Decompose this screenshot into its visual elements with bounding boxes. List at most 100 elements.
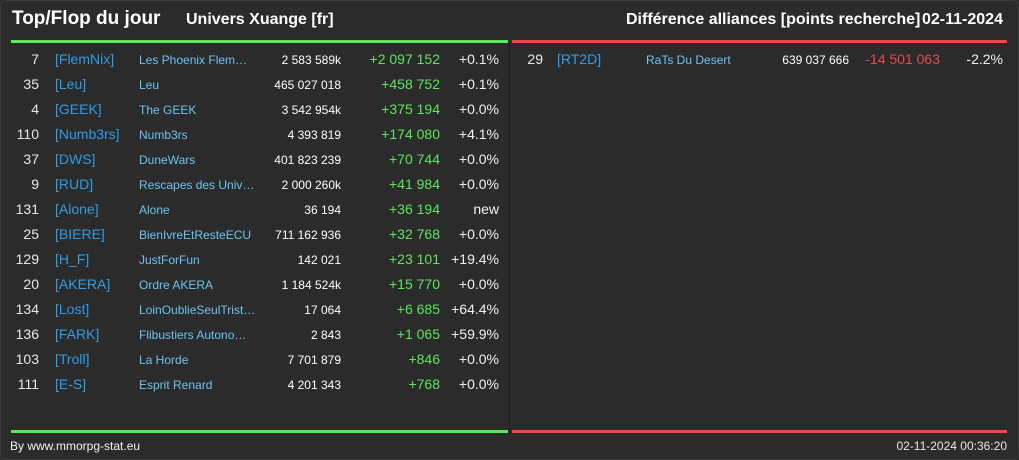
- alliance-rank: 134: [15, 301, 39, 317]
- alliance-percent: +19.4%: [451, 251, 499, 267]
- top-accent-bar: [11, 40, 508, 43]
- panel-divider: [509, 43, 510, 433]
- alliance-points: 2 583 589k: [281, 53, 341, 67]
- alliance-name-link[interactable]: Numb3rs: [139, 128, 188, 142]
- alliance-diff: +174 080: [381, 126, 440, 142]
- page-title: Top/Flop du jour: [12, 8, 161, 29]
- alliance-diff: +32 768: [389, 226, 440, 242]
- alliance-rank: 37: [23, 151, 39, 167]
- alliance-row: 9 [RUD] Rescapes des Univ… 2 000 260k +41 98…: [0, 172, 509, 197]
- alliance-rank: 103: [15, 351, 39, 367]
- alliance-rank: 129: [15, 251, 39, 267]
- alliance-percent: +0.0%: [458, 226, 499, 242]
- alliance-diff: +2 097 152: [369, 51, 440, 67]
- alliance-tag-link[interactable]: [Lost]: [55, 301, 90, 317]
- alliance-row: 103 [Troll] La Horde 7 701 879 +846 +0.0%: [0, 347, 509, 372]
- alliance-row: 29 [RT2D] RaTs Du Desert 639 037 666 -14 501…: [510, 47, 1019, 72]
- alliance-points: 142 021: [297, 253, 341, 267]
- alliance-points: 4 393 819: [287, 128, 341, 142]
- alliance-percent: +0.0%: [458, 151, 499, 167]
- alliance-tag-link[interactable]: [Leu]: [55, 76, 87, 92]
- alliance-name-link[interactable]: Leu: [139, 78, 160, 92]
- alliance-name-link[interactable]: Rescapes des Univ…: [139, 178, 255, 192]
- alliance-name-link[interactable]: The GEEK: [139, 103, 197, 117]
- alliance-row: 110 [Numb3rs] Numb3rs 4 393 819 +174 080 +4.1…: [0, 122, 509, 147]
- alliance-row: 4 [GEEK] The GEEK 3 542 954k +375 194 +0.0%: [0, 97, 509, 122]
- alliance-diff: +846: [408, 351, 440, 367]
- alliance-tag-link[interactable]: [BIERE]: [55, 226, 105, 242]
- alliance-rank: 136: [15, 326, 39, 342]
- alliance-diff: -14 501 063: [865, 51, 940, 67]
- flop-alliances-panel: 29 [RT2D] RaTs Du Desert 639 037 666 -14 501…: [510, 47, 1019, 72]
- alliance-name-link[interactable]: JustForFun: [139, 253, 200, 267]
- alliance-name-link[interactable]: Esprit Renard: [139, 378, 213, 392]
- alliance-tag-link[interactable]: [AKERA]: [55, 276, 111, 292]
- alliance-rank: 4: [31, 101, 39, 117]
- alliance-tag-link[interactable]: [FARK]: [55, 326, 100, 342]
- alliance-name-link[interactable]: RaTs Du Desert: [646, 53, 731, 67]
- top-footer-bar: [11, 430, 508, 433]
- alliance-tag-link[interactable]: [RUD]: [55, 176, 94, 192]
- alliance-percent: +59.9%: [451, 326, 499, 342]
- alliance-tag-link[interactable]: [Numb3rs]: [55, 126, 120, 142]
- alliance-rank: 110: [16, 126, 39, 142]
- alliance-name-link[interactable]: Ordre AKERA: [139, 278, 214, 292]
- alliance-rank: 7: [31, 51, 39, 67]
- alliance-row: 35 [Leu] Leu 465 027 018 +458 752 +0.1%: [0, 72, 509, 97]
- alliance-rank: 131: [15, 201, 39, 217]
- alliance-percent: +0.0%: [458, 376, 499, 392]
- alliance-row: 20 [AKERA] Ordre AKERA 1 184 524k +15 770 +0.…: [0, 272, 509, 297]
- alliance-percent: +0.0%: [458, 176, 499, 192]
- alliance-points: 401 823 239: [274, 153, 341, 167]
- alliance-tag-link[interactable]: [H_F]: [55, 251, 90, 267]
- alliance-percent: +0.0%: [458, 101, 499, 117]
- alliance-percent: +64.4%: [451, 301, 499, 317]
- alliance-percent: +0.1%: [458, 76, 499, 92]
- alliance-points: 1 184 524k: [281, 278, 341, 292]
- alliance-name-link[interactable]: La Horde: [139, 353, 189, 367]
- alliance-percent: +0.0%: [458, 276, 499, 292]
- alliance-tag-link[interactable]: [FlemNix]: [55, 51, 115, 67]
- universe-label: Univers Xuange [fr]: [186, 11, 334, 28]
- alliance-diff: +6 685: [396, 301, 440, 317]
- alliance-diff: +15 770: [389, 276, 440, 292]
- alliance-name-link[interactable]: Alone: [139, 203, 170, 217]
- alliance-tag-link[interactable]: [E-S]: [55, 376, 87, 392]
- alliance-tag-link[interactable]: [DWS]: [55, 151, 96, 167]
- alliance-tag-link[interactable]: [GEEK]: [55, 101, 102, 117]
- alliance-diff: +375 194: [381, 101, 440, 117]
- alliance-diff: +36 194: [389, 201, 440, 217]
- source-link[interactable]: By www.mmorpg-stat.eu: [10, 439, 141, 453]
- alliance-percent: +0.1%: [458, 51, 499, 67]
- alliance-percent: -2.2%: [966, 51, 1003, 67]
- alliance-name-link[interactable]: Les Phoenix Flem…: [139, 53, 248, 67]
- alliance-points: 4 201 343: [287, 378, 341, 392]
- alliance-points: 17 064: [304, 303, 341, 317]
- alliance-points: 3 542 954k: [281, 103, 341, 117]
- alliance-tag-link[interactable]: [Alone]: [55, 201, 99, 217]
- header: Top/Flop du jour Univers Xuange [fr] Dif…: [0, 0, 1019, 38]
- alliance-name-link[interactable]: DuneWars: [139, 153, 196, 167]
- alliance-diff: +768: [408, 376, 440, 392]
- alliance-row: 136 [FARK] Flibustiers Autono… 2 843 +1 065 +…: [0, 322, 509, 347]
- alliance-percent: new: [473, 201, 499, 217]
- alliance-diff: +41 984: [389, 176, 440, 192]
- alliance-points: 2 843: [310, 328, 341, 342]
- top-alliances-panel: 7 [FlemNix] Les Phoenix Flem… 2 583 589k +2 …: [0, 47, 509, 397]
- alliance-diff: +1 065: [396, 326, 440, 342]
- flop-accent-bar: [512, 40, 1007, 43]
- alliance-tag-link[interactable]: [RT2D]: [557, 51, 602, 67]
- alliance-name-link[interactable]: BienIvreEtResteECU: [139, 228, 252, 242]
- alliance-name-link[interactable]: LoinOublieSeulTrist…: [139, 303, 256, 317]
- alliance-rank: 35: [23, 76, 39, 92]
- ranking-subtitle: Différence alliances [points recherche]: [626, 11, 921, 28]
- flop-footer-bar: [512, 430, 1007, 433]
- alliance-name-link[interactable]: Flibustiers Autono…: [139, 328, 247, 342]
- alliance-row: 7 [FlemNix] Les Phoenix Flem… 2 583 589k +2 …: [0, 47, 509, 72]
- alliance-row: 111 [E-S] Esprit Renard 4 201 343 +768 +0.0%: [0, 372, 509, 397]
- alliance-rank: 9: [31, 176, 39, 192]
- alliance-tag-link[interactable]: [Troll]: [55, 351, 90, 367]
- alliance-points: 639 037 666: [782, 53, 849, 67]
- footer-timestamp: 02-11-2024 00:36:20: [896, 439, 1007, 453]
- alliance-rank: 20: [23, 276, 39, 292]
